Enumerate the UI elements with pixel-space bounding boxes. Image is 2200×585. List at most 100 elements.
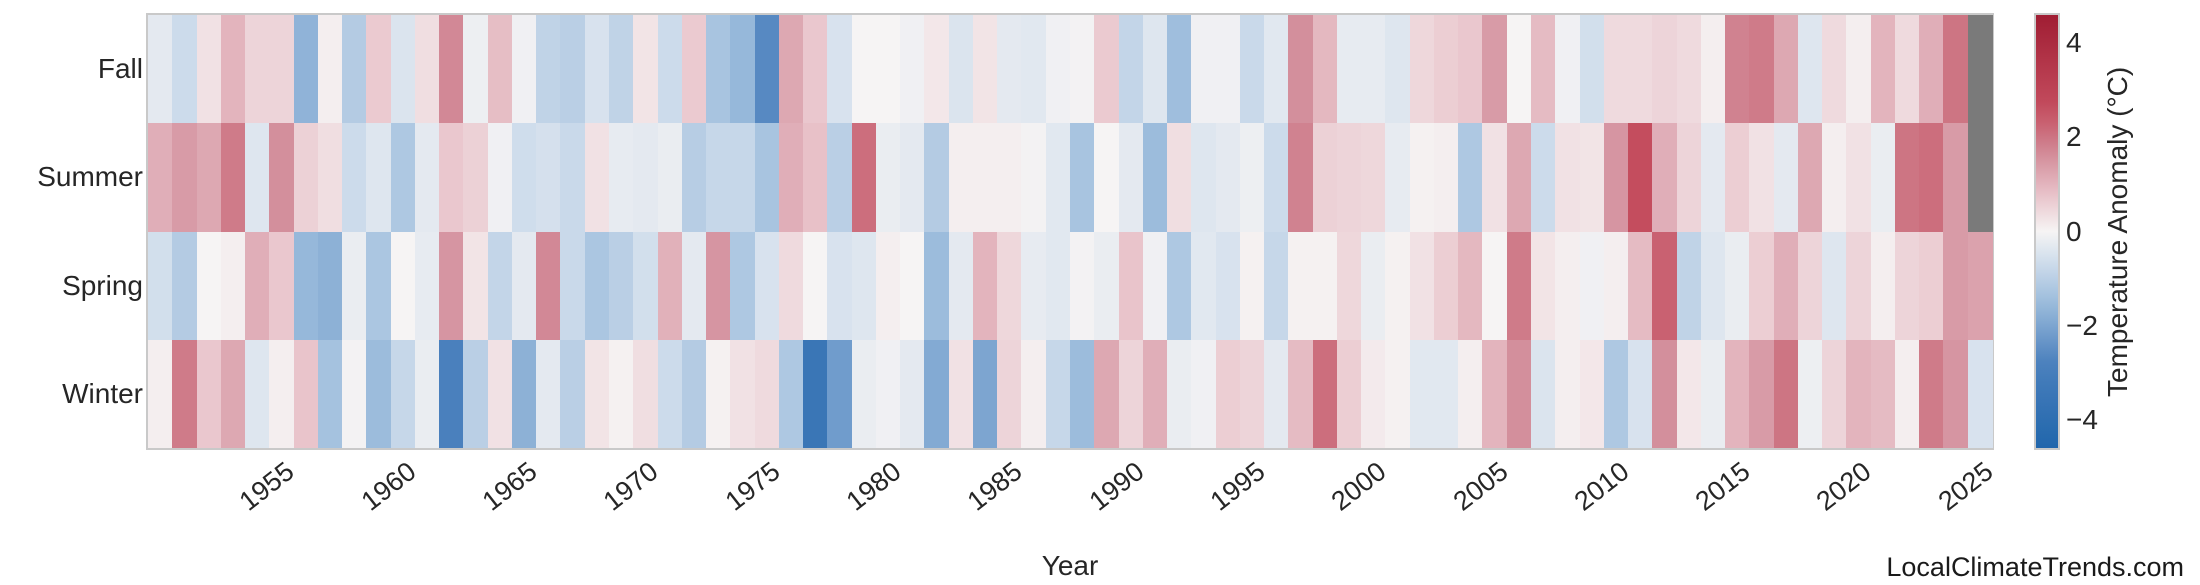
heatmap-cell — [1749, 231, 1775, 341]
heatmap-cell — [1943, 15, 1969, 124]
heatmap-cell — [1894, 339, 1920, 449]
heatmap-cell — [1191, 339, 1217, 449]
x-tick-label: 1985 — [962, 456, 1028, 517]
heatmap-cell — [536, 339, 562, 449]
heatmap-cell — [1628, 231, 1653, 341]
heatmap-cell — [1336, 339, 1362, 449]
heatmap-cell — [924, 339, 950, 449]
heatmap-cell — [1555, 339, 1581, 449]
heatmap-cell — [1433, 231, 1459, 341]
heatmap-cell — [220, 15, 246, 124]
heatmap-cell — [924, 231, 950, 341]
heatmap-cell — [1167, 231, 1192, 341]
heatmap-cell — [439, 123, 464, 232]
heatmap-cell — [536, 15, 562, 124]
heatmap-cell — [681, 339, 707, 449]
heatmap-cell — [1822, 339, 1847, 449]
heatmap-cell — [1555, 15, 1581, 124]
heatmap-cell — [875, 123, 901, 232]
x-tick-label: 1960 — [355, 456, 422, 517]
heatmap-cell — [317, 123, 343, 232]
heatmap-cell — [1191, 15, 1217, 124]
heatmap-cell — [997, 339, 1023, 449]
x-tick-label: 1965 — [476, 456, 543, 517]
heatmap-cell — [1215, 123, 1241, 232]
heatmap-cell — [1967, 15, 1993, 124]
heatmap-cell — [463, 339, 489, 449]
heatmap-cell — [972, 15, 998, 124]
heatmap-cell — [1045, 15, 1071, 124]
heatmap-cell — [172, 15, 198, 124]
heatmap-cell — [1336, 15, 1362, 124]
row-label-fall: Fall — [97, 53, 143, 85]
heatmap-cell — [1142, 123, 1168, 232]
heatmap-cell — [148, 231, 173, 341]
heatmap-cell — [1361, 339, 1386, 449]
heatmap-cell — [1603, 339, 1629, 449]
heatmap-cell — [1652, 339, 1678, 449]
heatmap-cell — [1433, 339, 1459, 449]
heatmap-cell — [924, 123, 950, 232]
heatmap-cell — [851, 339, 877, 449]
heatmap-cell — [948, 15, 974, 124]
colorbar — [2034, 13, 2060, 450]
heatmap-cell — [1021, 123, 1047, 232]
row-label-spring: Spring — [62, 269, 143, 301]
heatmap-cell — [1021, 231, 1047, 341]
heatmap-cell — [366, 231, 392, 341]
heatmap-cell — [1264, 231, 1289, 341]
heatmap-cell — [1579, 231, 1605, 341]
heatmap-cell — [900, 15, 925, 124]
heatmap-cell — [1118, 15, 1144, 124]
heatmap-cell — [511, 339, 537, 449]
x-tick-label: 1955 — [234, 456, 300, 517]
heatmap-cell — [1288, 339, 1314, 449]
heatmap-cell — [1700, 231, 1726, 341]
heatmap-cell — [269, 339, 295, 449]
heatmap-cell — [875, 15, 901, 124]
heatmap-cell — [1458, 123, 1484, 232]
heatmap-cell — [148, 15, 173, 124]
heatmap-cell — [1919, 231, 1945, 341]
heatmap-cell — [1870, 231, 1896, 341]
heatmap-cell — [1676, 15, 1702, 124]
heatmap-cell — [196, 123, 222, 232]
heatmap-cell — [1409, 123, 1435, 232]
heatmap-cell — [1676, 231, 1702, 341]
heatmap-cell — [1070, 15, 1095, 124]
heatmap-cell — [172, 123, 198, 232]
heatmap-cell — [1531, 123, 1556, 232]
heatmap-cell — [681, 231, 707, 341]
x-tick-label: 1975 — [719, 456, 786, 517]
heatmap-cell — [1725, 339, 1750, 449]
heatmap-cell — [560, 339, 586, 449]
heatmap-cell — [584, 123, 610, 232]
heatmap-cell — [827, 15, 853, 124]
heatmap-cell — [1094, 123, 1120, 232]
x-tick-label: 1970 — [598, 456, 664, 517]
heatmap-cell — [1822, 231, 1847, 341]
heatmap-cell — [1531, 231, 1556, 341]
heatmap-cell — [803, 123, 828, 232]
heatmap-cell — [1312, 231, 1338, 341]
heatmap-cell — [1385, 15, 1411, 124]
heatmap-cell — [1846, 231, 1872, 341]
heatmap-cell — [1385, 339, 1411, 449]
heatmap-cell — [220, 339, 246, 449]
heatmap-cell — [487, 123, 513, 232]
x-tick-label: 2025 — [1932, 456, 1999, 517]
heatmap-cell — [1045, 339, 1071, 449]
heatmap-cell — [706, 123, 731, 232]
heatmap-cell — [1967, 339, 1993, 449]
heatmap-cell — [1094, 339, 1120, 449]
heatmap-cell — [1773, 231, 1799, 341]
heatmap-cell — [706, 15, 731, 124]
heatmap-cell — [511, 231, 537, 341]
heatmap-cell — [730, 123, 756, 232]
heatmap-cell — [1603, 15, 1629, 124]
heatmap-cell — [1118, 123, 1144, 232]
heatmap-cell — [487, 339, 513, 449]
heatmap-cell — [1797, 339, 1823, 449]
x-tick-label: 1990 — [1083, 456, 1150, 517]
heatmap-cell — [390, 15, 416, 124]
